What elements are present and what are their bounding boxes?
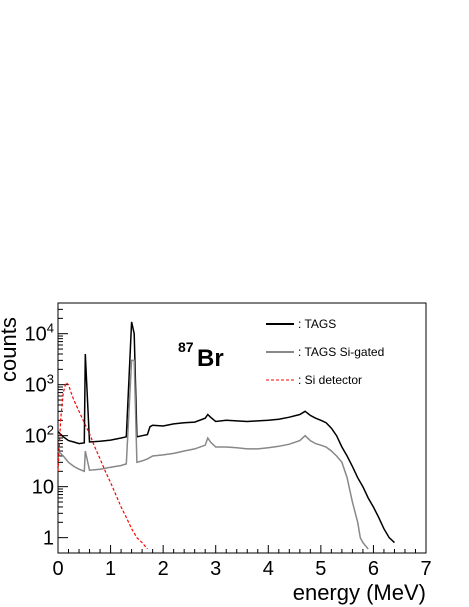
y-tick-label: 10 bbox=[32, 477, 54, 499]
legend: : TAGS : TAGS Si-gated : Si detector bbox=[266, 317, 384, 387]
y-tick-label: 103 bbox=[25, 372, 54, 397]
x-tick-label: 4 bbox=[263, 558, 274, 580]
y-tick-label: 1 bbox=[43, 528, 54, 550]
y-tick-label: 102 bbox=[25, 423, 54, 448]
x-tick-label: 3 bbox=[210, 558, 221, 580]
tags-si-gated-series bbox=[57, 359, 369, 550]
nuclide-annotation: 87 Br bbox=[178, 339, 224, 372]
legend-label-tags: : TAGS bbox=[298, 317, 336, 331]
x-axis: 0 1 2 3 4 5 6 7 bbox=[52, 545, 432, 580]
x-tick-label: 6 bbox=[368, 558, 379, 580]
series-layer bbox=[57, 321, 396, 550]
y-tick-label: 104 bbox=[25, 321, 54, 346]
plot-frame bbox=[57, 302, 427, 554]
si-detector-series bbox=[57, 381, 148, 550]
annotation-text: Br bbox=[197, 345, 224, 372]
y-axis: 1 10 102 103 104 bbox=[25, 302, 68, 550]
x-tick-label: 7 bbox=[420, 558, 431, 580]
tags-series bbox=[57, 321, 396, 544]
x-tick-label: 5 bbox=[315, 558, 326, 580]
y-axis-title: counts bbox=[0, 317, 21, 382]
legend-label-tags-si-gated: : TAGS Si-gated bbox=[298, 345, 384, 359]
x-tick-label: 2 bbox=[158, 558, 169, 580]
x-tick-label: 1 bbox=[105, 558, 116, 580]
x-axis-title: energy (MeV) bbox=[293, 580, 426, 605]
x-tick-label: 0 bbox=[52, 558, 63, 580]
annotation-superscript: 87 bbox=[178, 339, 194, 355]
legend-label-si-detector: : Si detector bbox=[298, 373, 362, 387]
